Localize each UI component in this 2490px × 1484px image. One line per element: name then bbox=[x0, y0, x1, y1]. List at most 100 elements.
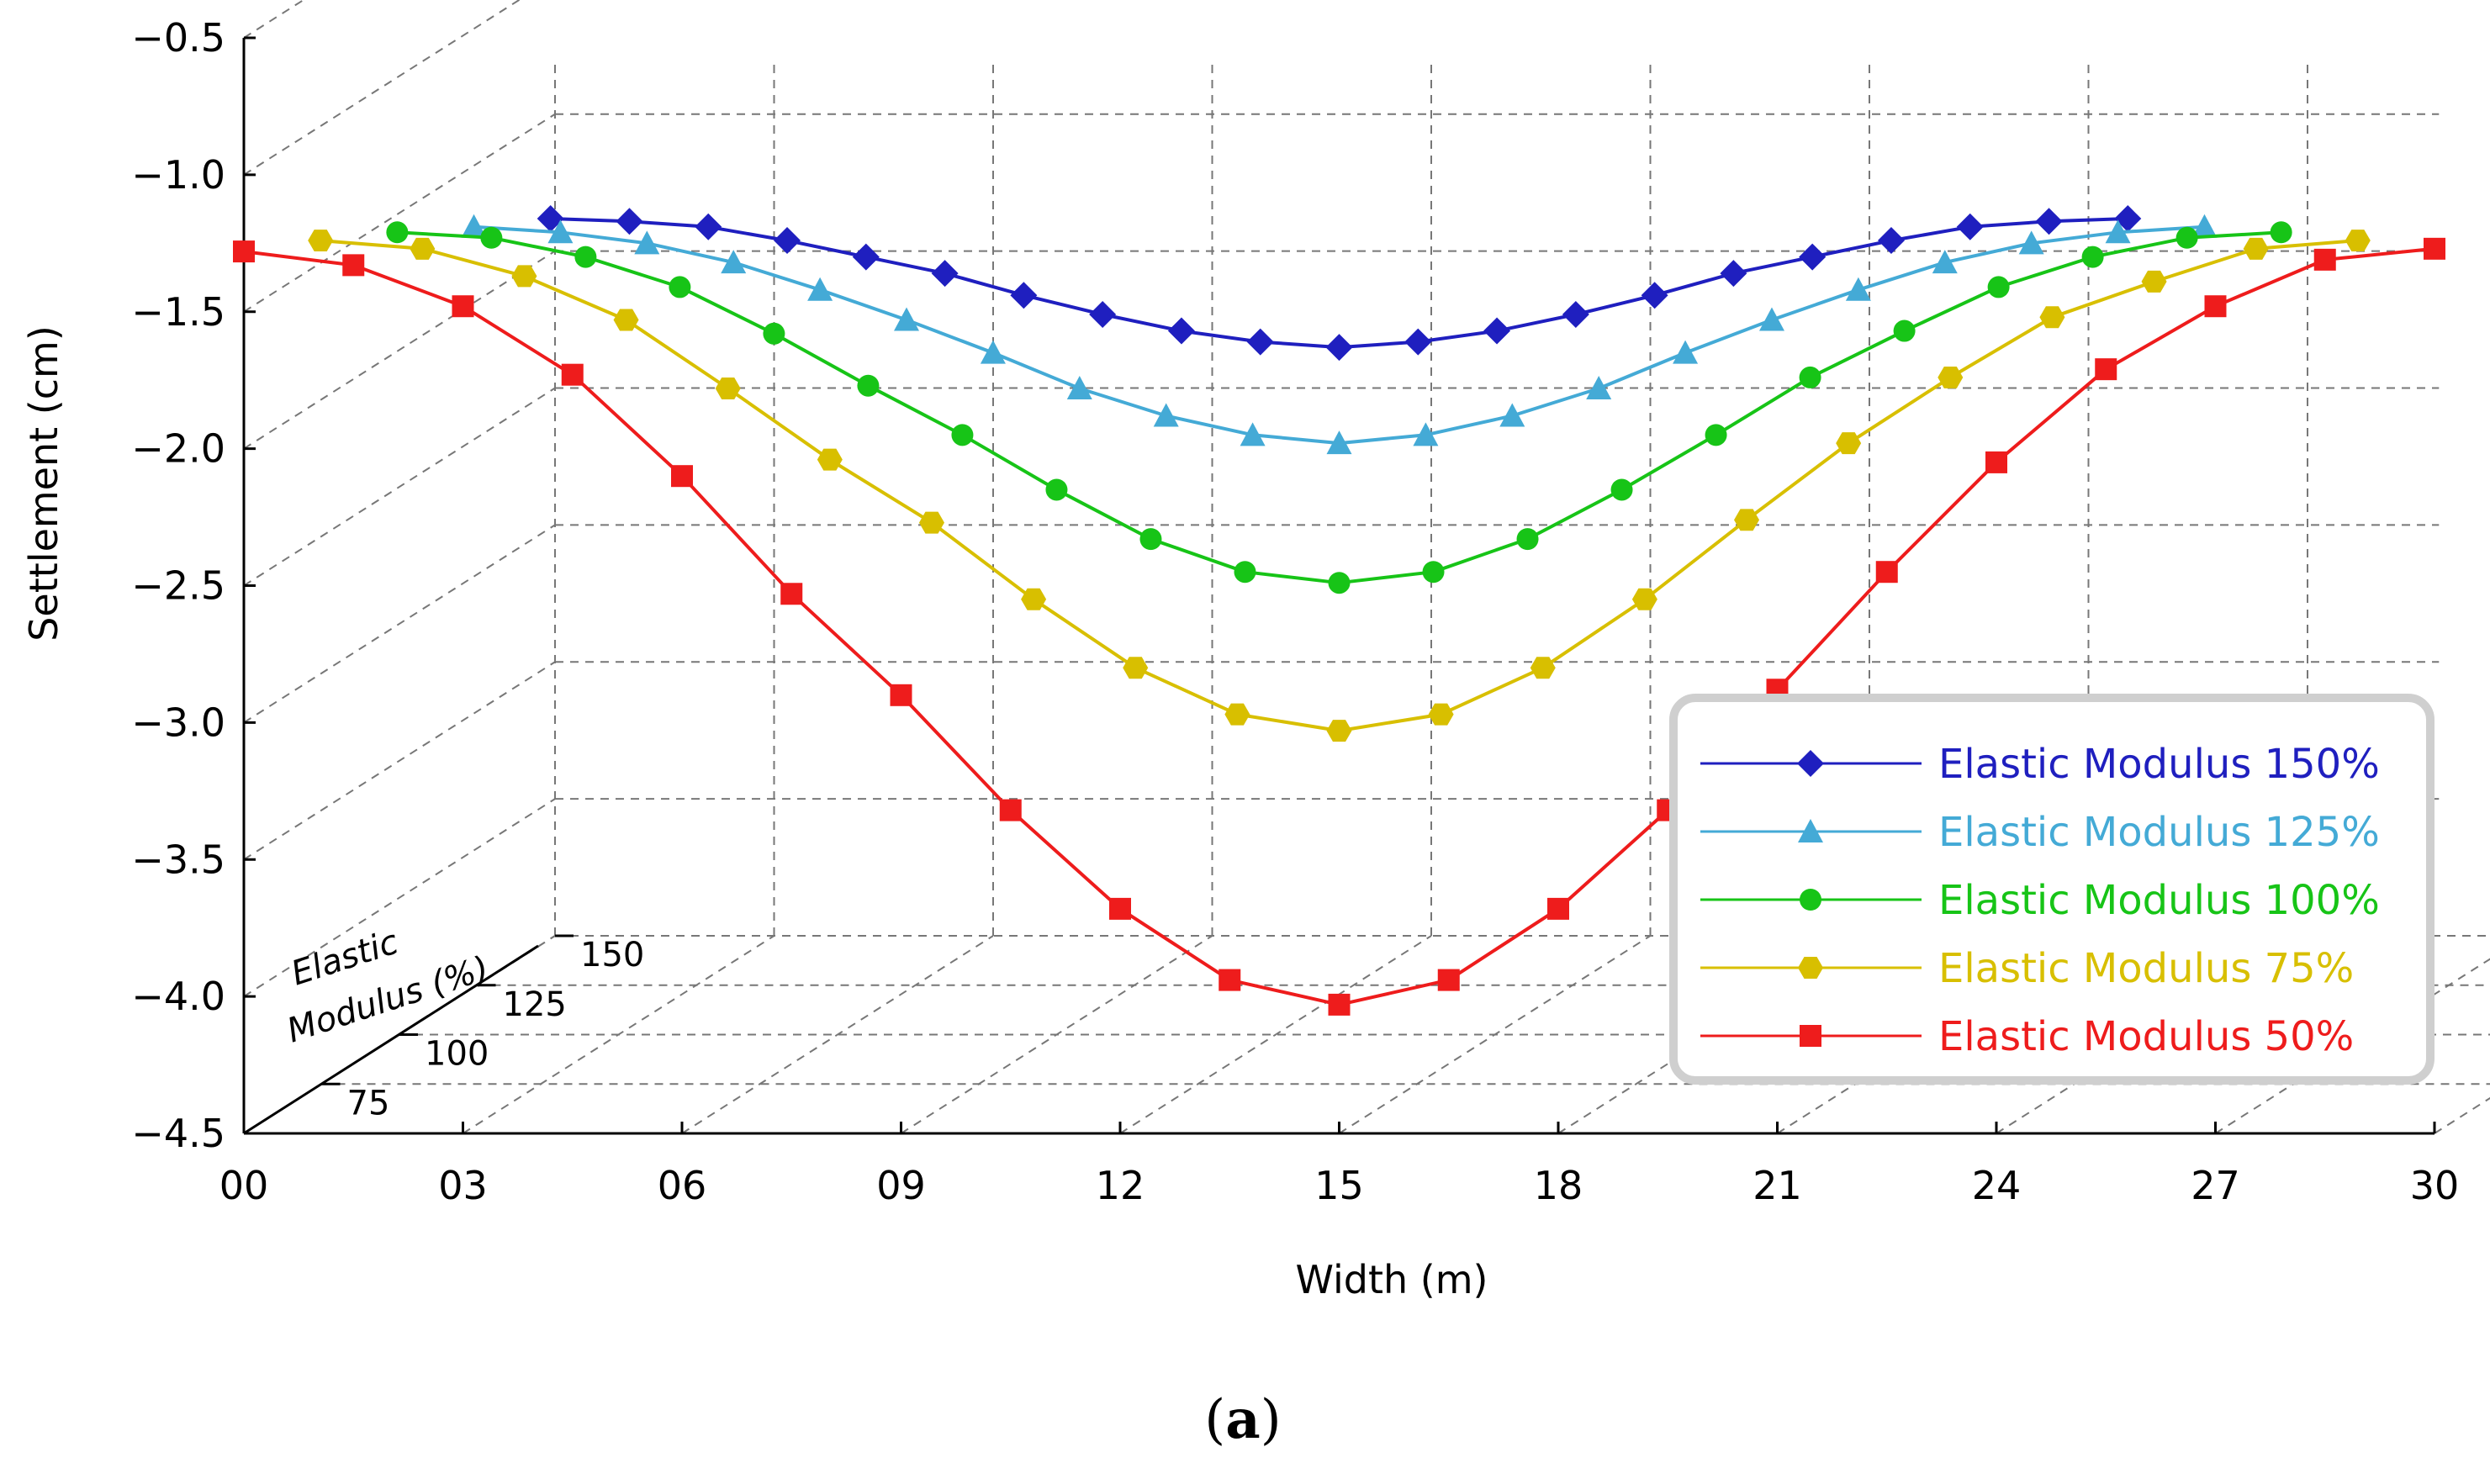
data-point bbox=[1437, 969, 1460, 991]
z-axis-line bbox=[243, 944, 539, 1135]
data-point bbox=[561, 363, 584, 386]
y-tick-label: −2.5 bbox=[131, 563, 225, 609]
data-point bbox=[1610, 478, 1633, 501]
data-point bbox=[1734, 509, 1760, 531]
data-point bbox=[1720, 260, 1747, 288]
figure-caption: (a) bbox=[1204, 1388, 1281, 1451]
data-point bbox=[2035, 208, 2063, 235]
data-point bbox=[894, 307, 920, 331]
legend-swatch-marker bbox=[1798, 819, 1823, 842]
data-point bbox=[1932, 250, 1958, 274]
x-tick-label: 30 bbox=[2410, 1163, 2460, 1208]
data-point bbox=[980, 340, 1006, 364]
legend-box bbox=[1669, 694, 2434, 1085]
data-point bbox=[511, 265, 537, 288]
data-point bbox=[1938, 366, 1964, 388]
data-point bbox=[2204, 295, 2227, 318]
data-point bbox=[1985, 451, 2007, 473]
data-point bbox=[2081, 246, 2104, 268]
y-tick-label: −3.5 bbox=[131, 837, 225, 882]
data-point bbox=[1956, 213, 1984, 240]
data-point bbox=[1483, 317, 1511, 345]
data-point bbox=[1631, 588, 1657, 610]
data-point bbox=[537, 204, 564, 232]
x-tick-label: 15 bbox=[1314, 1163, 1364, 1208]
series-75 bbox=[308, 230, 2371, 742]
data-point bbox=[807, 277, 833, 301]
axes bbox=[242, 36, 2436, 1135]
data-point bbox=[480, 226, 503, 249]
data-point bbox=[386, 221, 409, 244]
data-point bbox=[1422, 561, 1445, 584]
y-tick-label: −1.0 bbox=[131, 152, 225, 198]
z-tick-label: 125 bbox=[503, 985, 567, 1024]
data-point bbox=[669, 276, 691, 298]
data-point bbox=[1836, 432, 1862, 455]
data-point bbox=[780, 583, 803, 605]
data-point bbox=[1404, 328, 1432, 356]
data-point bbox=[1413, 422, 1439, 446]
legend-swatch-marker bbox=[1797, 750, 1824, 777]
data-point bbox=[1428, 703, 1454, 726]
data-point bbox=[2270, 221, 2292, 244]
series-125 bbox=[461, 214, 2218, 455]
data-point bbox=[1326, 430, 1352, 455]
data-point bbox=[1326, 720, 1352, 742]
data-point bbox=[890, 684, 912, 706]
data-point bbox=[1499, 403, 1525, 427]
data-point bbox=[634, 230, 660, 255]
data-point bbox=[1234, 561, 1256, 584]
tick-labels: −0.5 −1.0 −1.5 −2.0 −2.5 −3.0 −3.5 −4.0 −4.5 00 03… bbox=[131, 15, 2459, 1208]
data-point bbox=[461, 214, 487, 238]
y-axis-title: Settlement (cm) bbox=[21, 325, 66, 642]
data-point bbox=[931, 260, 959, 288]
data-point bbox=[1562, 301, 1589, 329]
data-point bbox=[1010, 282, 1038, 309]
legend-item: Elastic Modulus 125% bbox=[1700, 809, 2380, 856]
series-150 bbox=[537, 204, 2142, 362]
z-tick-label: 100 bbox=[425, 1035, 489, 1074]
legend-label: Elastic Modulus 125% bbox=[1938, 809, 2380, 856]
side-grid-diagonal bbox=[243, 798, 556, 997]
side-grid-diagonal bbox=[243, 0, 521, 176]
legend-swatch-marker bbox=[1798, 957, 1823, 979]
x-tick-label: 21 bbox=[1753, 1163, 1802, 1208]
legend-swatch-marker bbox=[1800, 889, 1821, 911]
data-point bbox=[1045, 478, 1068, 501]
data-point bbox=[2018, 230, 2044, 255]
data-point bbox=[1530, 657, 1556, 679]
data-point bbox=[817, 448, 843, 471]
data-point bbox=[1641, 282, 1668, 309]
side-grid-diagonal bbox=[243, 113, 556, 313]
data-point bbox=[574, 246, 597, 268]
x-tick-label: 00 bbox=[219, 1163, 269, 1208]
y-tick-label: −0.5 bbox=[131, 15, 225, 61]
data-point bbox=[2114, 204, 2142, 232]
data-point bbox=[1066, 375, 1092, 399]
data-point bbox=[1516, 528, 1539, 551]
data-point bbox=[2191, 214, 2218, 238]
data-point bbox=[2105, 219, 2131, 244]
z-tick-label: 75 bbox=[347, 1084, 390, 1122]
data-point bbox=[1845, 277, 1871, 301]
data-point bbox=[1123, 657, 1149, 679]
side-grid-diagonal bbox=[243, 387, 556, 587]
x-axis-title: Width (m) bbox=[1296, 1257, 1488, 1302]
side-grid-diagonal bbox=[243, 661, 556, 861]
legend-item: Elastic Modulus 150% bbox=[1700, 741, 2380, 788]
floor-grid-diagonal bbox=[1338, 935, 1652, 1134]
data-point bbox=[695, 213, 722, 240]
data-point bbox=[1139, 528, 1162, 551]
y-tick-label: −1.5 bbox=[131, 289, 225, 335]
data-point bbox=[452, 295, 474, 318]
data-point bbox=[671, 465, 693, 488]
data-point bbox=[1021, 588, 1047, 610]
legend-label: Elastic Modulus 150% bbox=[1938, 741, 2380, 788]
data-point bbox=[1799, 366, 1821, 388]
data-point bbox=[1673, 340, 1699, 364]
data-point bbox=[547, 219, 574, 244]
data-point bbox=[308, 230, 334, 252]
data-point bbox=[1089, 301, 1117, 329]
data-point bbox=[233, 240, 255, 263]
data-point bbox=[999, 799, 1022, 821]
